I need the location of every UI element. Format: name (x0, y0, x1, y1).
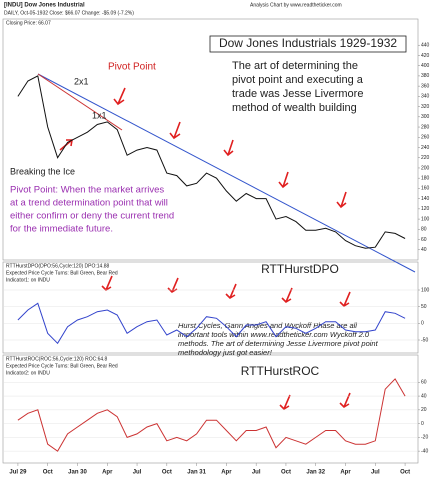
arrow (113, 87, 126, 106)
description-line: trade was Jesse Livermore (232, 88, 363, 100)
title-box (209, 35, 407, 53)
series-line (17, 75, 406, 249)
y-tick-label: -20 (421, 435, 428, 441)
legend-line: RTTHurstROC(ROC:56,Cycle:120) ROC:64.8 (6, 356, 108, 362)
panel-note: Hurst Cycles, Gann Angles and Wyckoff Ph… (178, 321, 379, 357)
y-tick-label: 20 (421, 407, 427, 413)
x-tick-label: Apr (221, 470, 232, 476)
x-tick-label: Oct (281, 470, 291, 476)
x-tick-label: Jul (133, 470, 142, 476)
breaking-label: Breaking the Ice (10, 166, 75, 176)
description: The art of determining the pivot point a… (232, 60, 364, 114)
x-tick-label: Jan 30 (68, 470, 87, 476)
y-tick-label: 280 (421, 124, 430, 130)
note-line: methods. The art of determining Jesse Li… (178, 339, 379, 348)
y-tick-label: 80 (421, 227, 427, 233)
closing-price: Closing Price: 66.07 (6, 20, 51, 26)
x-tick-label: Oct (400, 470, 410, 476)
y-tick-label: 160 (421, 186, 430, 192)
gann-line (37, 73, 416, 273)
y-tick-label: 300 (421, 114, 430, 120)
y-tick-label: 100 (421, 216, 430, 222)
panel-frame (2, 354, 419, 464)
y-tick-label: 60 (421, 237, 427, 243)
note-line: methodology just got easier! (178, 348, 273, 357)
y-tick-label: 0 (421, 421, 424, 427)
x-tick-label: Jan 32 (306, 470, 325, 476)
arrow (223, 139, 234, 157)
arrow (169, 121, 181, 140)
x-tick-label: Jul (371, 470, 380, 476)
note-line: important tools within www.readtheticker… (178, 330, 370, 339)
description-line: The art of determining the (232, 60, 358, 72)
x-tick-label: Apr (102, 470, 113, 476)
y-tick-label: 180 (421, 176, 430, 182)
y-tick-label: 220 (421, 155, 430, 161)
y-tick-label: 260 (421, 135, 430, 141)
pivot-note-line: Pivot Point: When the market arrives (10, 185, 164, 196)
panel-title: RTTHurstDPO (261, 262, 339, 276)
legend-line: Indicator2: on INDU (6, 370, 50, 376)
x-tick-label: Oct (162, 470, 172, 476)
y-tick-label: -40 (421, 448, 428, 454)
legend-line: Expected Price Cycle Turns: Bull Green, … (6, 363, 118, 369)
y-tick-label: 380 (421, 73, 430, 79)
chart-title: Dow Jones Industrials 1929-1932 (219, 36, 397, 50)
y-tick-label: 0 (421, 321, 424, 327)
x-tick-label: Oct (43, 470, 53, 476)
arrow (281, 287, 293, 304)
angle-label: 2x1 (74, 76, 89, 86)
arrow (336, 191, 347, 209)
gann-line (37, 73, 123, 131)
arrow (339, 291, 351, 308)
y-tick-label: 240 (421, 145, 430, 151)
pivot-note-line: for the immediate future. (10, 224, 113, 235)
arrow (339, 392, 351, 409)
y-tick-label: 340 (421, 94, 430, 100)
pivot-note-line: at a trend determination point that will (10, 198, 168, 209)
y-tick-label: 140 (421, 196, 430, 202)
y-tick-label: 60 (421, 380, 427, 386)
y-tick-label: 40 (421, 393, 427, 399)
description-line: pivot point and executing a (232, 74, 364, 86)
arrow (278, 171, 289, 189)
pivot-note-line: either confirm or deny the current trend (10, 211, 174, 222)
pivot-label: Pivot Point (108, 62, 156, 73)
panel-frame (2, 261, 419, 354)
symbol: [INDU] Dow Jones Industrial (4, 3, 85, 9)
pivot-note: Pivot Point: When the market arrives at … (10, 185, 174, 235)
arrow (279, 394, 291, 411)
y-tick-label: 50 (421, 304, 427, 310)
legend-line: Expected Price Cycle Turns: Bull Green, … (6, 270, 118, 276)
y-tick-label: 100 (421, 287, 430, 293)
y-tick-label: 440 (421, 43, 430, 49)
y-tick-label: 360 (421, 83, 430, 89)
y-tick-label: 320 (421, 104, 430, 110)
series-line (17, 302, 406, 345)
x-tick-label: Jul 29 (9, 470, 27, 476)
y-tick-label: 40 (421, 247, 427, 253)
note-line: Hurst Cycles, Gann Angles and Wyckoff Ph… (178, 321, 357, 330)
x-tick-label: Jul (252, 470, 261, 476)
series-line (17, 378, 406, 452)
panel-title: RTTHurstROC (241, 364, 320, 378)
source: Analysis Chart by www.readtheticker.com (250, 2, 342, 8)
x-tick-label: Apr (340, 470, 351, 476)
x-tick-label: Jan 31 (187, 470, 206, 476)
y-tick-label: 400 (421, 63, 430, 69)
description-line: method of wealth building (232, 102, 357, 114)
legend-line: RTTHurstDPO(DPO:56,Cycle:120) DPO:14.88 (6, 263, 109, 269)
y-tick-label: 120 (421, 206, 430, 212)
panel-frame (2, 18, 419, 261)
quote: DAILY, Oct-05-1932 Close: $66.07 Change:… (4, 10, 134, 16)
y-tick-label: 200 (421, 165, 430, 171)
arrow (225, 283, 237, 300)
y-tick-label: 420 (421, 53, 430, 59)
y-tick-label: -50 (421, 337, 428, 343)
angle-label: 1x1 (92, 110, 107, 120)
legend-line: Indicator1: on INDU (6, 277, 50, 283)
